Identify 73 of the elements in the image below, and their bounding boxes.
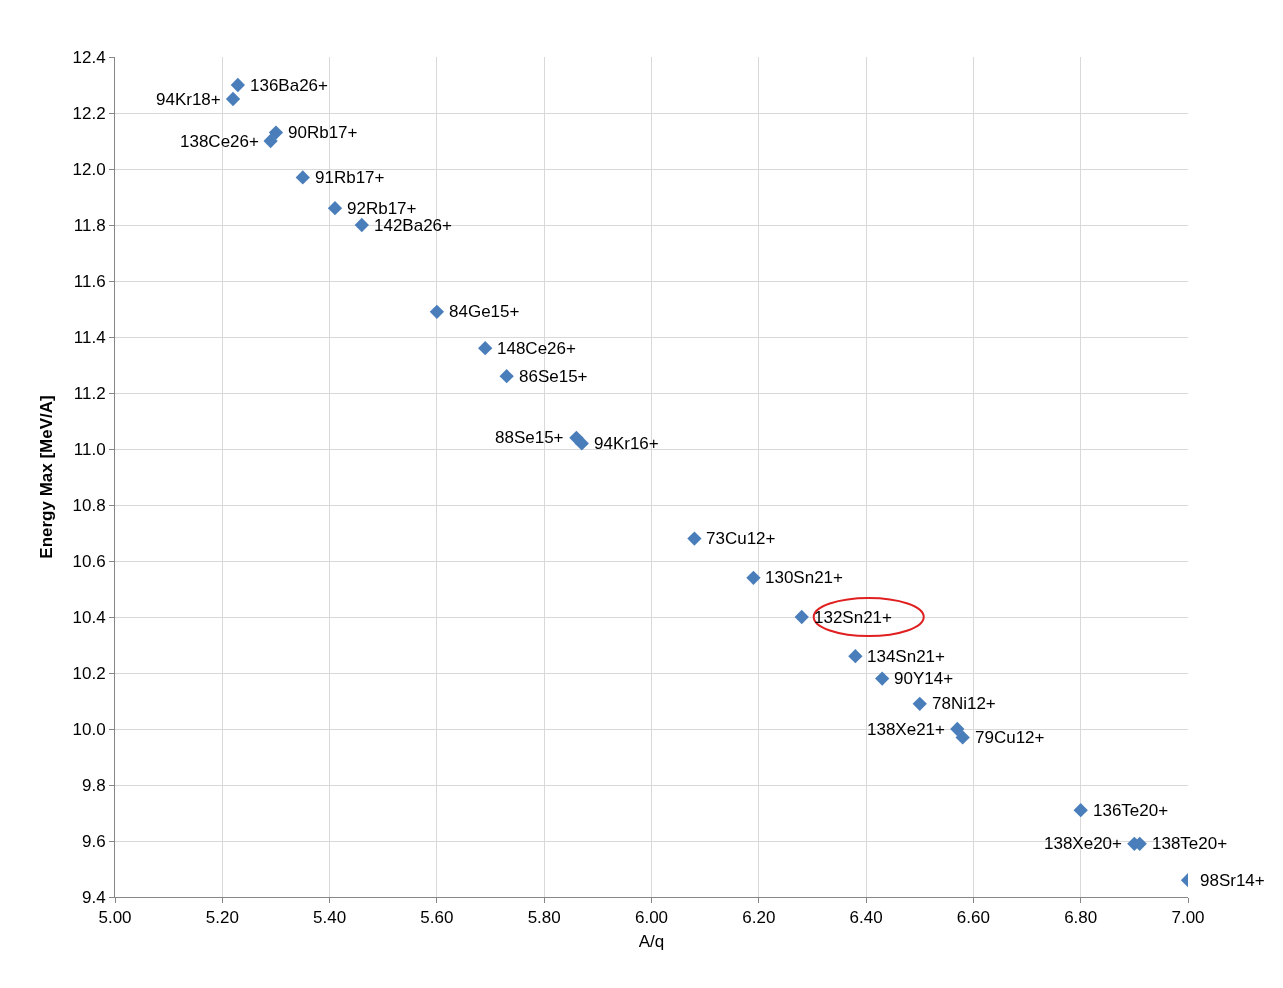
point [912,696,927,711]
x-tick-label: 6.60 [956,908,990,928]
annotation: 84Ge15+ [449,302,520,321]
annotation: 79Cu12+ [975,728,1045,747]
x-tick-label: 7.00 [1171,908,1205,928]
annotation: 138Te20+ [1152,834,1228,853]
annotation: 130Sn21+ [765,568,844,587]
point [687,531,702,546]
annotation: 86Se15+ [519,367,588,386]
annotation: 142Ba26+ [374,216,453,235]
point [230,77,246,93]
x-tick-label: 6.80 [1064,908,1098,928]
y-tick-label: 9.4 [81,887,106,907]
annotation: 136Ba26+ [250,76,329,95]
y-tick-label: 11.4 [73,327,106,347]
annotation: 94Kr16+ [594,434,659,453]
annotation: 138Ce26+ [180,132,259,151]
point [950,721,965,737]
point [794,609,809,625]
annotation: 78Ni12+ [932,694,996,713]
point [1073,803,1088,818]
y-tick-label: 10.8 [72,495,106,515]
point [746,570,761,585]
point [263,133,278,149]
x-axis-title: A/q [638,931,665,951]
annotation: 138Xe20+ [1044,834,1123,853]
point [574,436,589,451]
annotation: 88Se15+ [495,428,564,447]
x-tick-label: 6.20 [742,908,776,928]
point [225,91,241,107]
annotation: 138Xe21+ [867,720,946,739]
y-tick-label: 10.4 [72,607,106,627]
y-tick-label: 10.2 [72,663,106,683]
x-tick-label: 5.20 [205,908,239,928]
y-tick-label: 11.2 [73,383,106,403]
annotation: 90Rb17+ [288,123,358,142]
y-tick-label: 10.0 [72,719,106,739]
point [295,170,310,185]
x-tick-label: 6.40 [849,908,883,928]
annotation: 90Y14+ [894,669,954,688]
x-tick-label: 6.00 [634,908,669,928]
y-tick-label: 11.6 [73,271,106,291]
x-tick-label: 5.80 [527,908,561,928]
point [848,649,863,664]
point [478,341,493,356]
point [354,217,369,233]
annotation: 94Kr18+ [156,90,221,109]
x-tick-label: 5.40 [313,908,347,928]
point [327,201,343,216]
annotation: 134Sn21+ [867,647,946,666]
x-tick-label: 5.00 [98,908,132,928]
annotation: 73Cu12+ [706,529,776,548]
annotation: 148Ce26+ [497,339,576,358]
y-tick-label: 12.2 [72,103,106,123]
y-axis-title: Energy Max [MeV/A] [37,395,57,559]
y-tick-label: 9.8 [81,775,106,795]
annotation: 132Sn21+ [814,608,893,627]
y-tick-label: 12.0 [72,159,106,179]
y-tick-label: 11.8 [73,215,106,235]
y-tick-label: 12.4 [72,47,106,67]
annotation: 92Rb17+ [347,199,417,218]
annotation: 98Sr14+ [1200,871,1265,890]
annotation: 91Rb17+ [315,168,385,187]
y-tick-label: 11.0 [73,439,106,459]
point [268,125,284,140]
point [875,671,890,686]
point [955,730,970,745]
y-tick-label: 9.6 [81,831,106,851]
x-tick-label: 5.60 [420,908,454,928]
annotation: 136Te20+ [1093,801,1169,820]
point [429,304,445,319]
y-tick-label: 10.6 [72,551,106,571]
point [499,369,514,384]
